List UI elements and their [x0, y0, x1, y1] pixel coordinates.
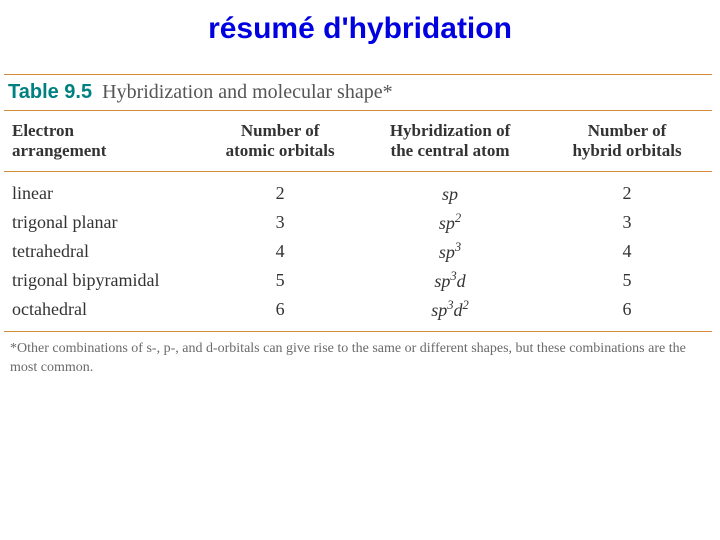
cell-n-atomic: 4: [202, 237, 358, 266]
table-container: Table 9.5 Hybridization and molecular sh…: [0, 74, 720, 382]
col-header-hybrid-orbitals: Number ofhybrid orbitals: [542, 111, 712, 172]
col-header-atomic-orbitals: Number ofatomic orbitals: [202, 111, 358, 172]
cell-n-atomic: 6: [202, 295, 358, 331]
cell-n-hybrid: 6: [542, 295, 712, 331]
table-header-row: Electronarrangement Number ofatomic orbi…: [4, 111, 712, 172]
footnote-container: *Other combinations of s-, p-, and d-orb…: [4, 331, 712, 382]
cell-arrangement: trigonal bipyramidal: [4, 266, 202, 295]
table-row: linear 2 sp 2: [4, 172, 712, 209]
cell-hybridization: sp3d: [358, 266, 542, 295]
cell-n-hybrid: 4: [542, 237, 712, 266]
table-footnote: *Other combinations of s-, p-, and d-orb…: [10, 340, 706, 378]
cell-arrangement: linear: [4, 172, 202, 209]
cell-arrangement: trigonal planar: [4, 208, 202, 237]
cell-n-atomic: 5: [202, 266, 358, 295]
table-row: trigonal planar 3 sp2 3: [4, 208, 712, 237]
cell-hybridization: sp3d2: [358, 295, 542, 331]
cell-hybridization: sp2: [358, 208, 542, 237]
cell-n-hybrid: 2: [542, 172, 712, 209]
cell-n-hybrid: 5: [542, 266, 712, 295]
table-caption: Hybridization and molecular shape*: [102, 81, 392, 103]
col-header-arrangement: Electronarrangement: [4, 111, 202, 172]
table-label-row: Table 9.5 Hybridization and molecular sh…: [4, 74, 712, 111]
table-body: linear 2 sp 2 trigonal planar 3 sp2 3 te…: [4, 172, 712, 332]
table-head: Electronarrangement Number ofatomic orbi…: [4, 111, 712, 172]
table-number: Table 9.5: [8, 81, 92, 103]
table-row: tetrahedral 4 sp3 4: [4, 237, 712, 266]
col-header-hybridization: Hybridization ofthe central atom: [358, 111, 542, 172]
page-title: résumé d'hybridation: [0, 0, 720, 74]
cell-hybridization: sp: [358, 172, 542, 209]
hybridization-table: Electronarrangement Number ofatomic orbi…: [4, 111, 712, 331]
cell-n-atomic: 2: [202, 172, 358, 209]
cell-n-hybrid: 3: [542, 208, 712, 237]
cell-arrangement: tetrahedral: [4, 237, 202, 266]
cell-hybridization: sp3: [358, 237, 542, 266]
cell-n-atomic: 3: [202, 208, 358, 237]
table-row: octahedral 6 sp3d2 6: [4, 295, 712, 331]
table-row: trigonal bipyramidal 5 sp3d 5: [4, 266, 712, 295]
cell-arrangement: octahedral: [4, 295, 202, 331]
